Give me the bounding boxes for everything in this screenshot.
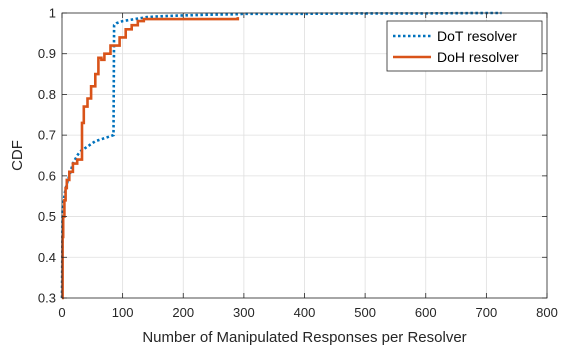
x-tick-label: 800 xyxy=(536,305,558,320)
x-tick-label: 100 xyxy=(112,305,134,320)
y-axis-label: CDF xyxy=(9,140,26,171)
x-tick-label: 600 xyxy=(415,305,437,320)
y-tick-label: 0.8 xyxy=(38,87,56,102)
series-line-doh xyxy=(61,17,240,300)
y-tick-label: 1 xyxy=(49,6,56,21)
series-layer xyxy=(60,11,502,300)
x-axis-label: Number of Manipulated Responses per Reso… xyxy=(142,329,466,346)
axis-ticks xyxy=(61,12,548,299)
legend-label: DoT resolver xyxy=(437,28,517,44)
y-tick-label: 0.3 xyxy=(38,291,56,306)
y-tick-label: 0.5 xyxy=(38,209,56,224)
legend-box xyxy=(386,20,543,72)
x-tick-label: 700 xyxy=(476,305,498,320)
legend-label: DoH resolver xyxy=(437,49,519,65)
y-tick-label: 0.9 xyxy=(38,46,56,61)
x-tick-label: 200 xyxy=(172,305,194,320)
x-tick-label: 500 xyxy=(354,305,376,320)
x-tick-label: 400 xyxy=(294,305,316,320)
x-tick-label: 0 xyxy=(58,305,65,320)
y-tick-label: 0.6 xyxy=(38,168,56,183)
x-tick-label: 300 xyxy=(233,305,255,320)
y-tick-label: 0.4 xyxy=(38,250,56,265)
tick-labels: 0 100 200 300 400 500 600 700 800 0.3 0.4 0.5 0.6 0.7… xyxy=(38,6,558,321)
y-tick-label: 0.7 xyxy=(38,128,56,143)
legend: DoT resolver DoH resolver xyxy=(386,20,543,72)
